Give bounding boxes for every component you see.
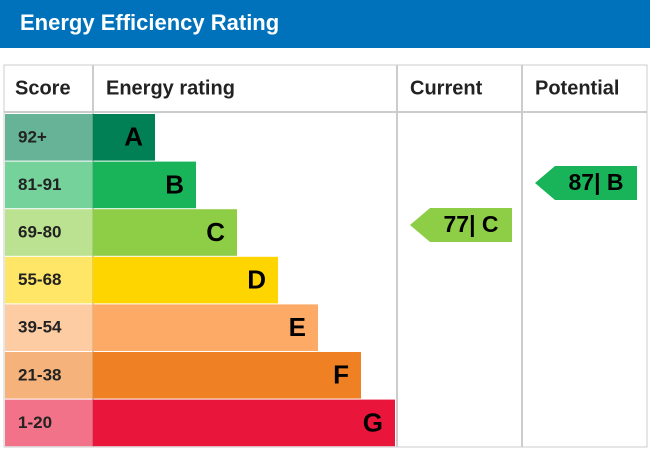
potential-arrow	[535, 166, 637, 200]
score-label: 69-80	[18, 222, 61, 241]
current-arrow	[410, 208, 512, 242]
column-header: Potential	[535, 77, 619, 99]
column-header: Energy rating	[106, 77, 235, 99]
score-cell	[5, 399, 93, 447]
score-label: 21-38	[18, 365, 61, 384]
score-label: 1-20	[18, 413, 52, 432]
rating-letter: B	[165, 169, 184, 199]
title-bar	[0, 0, 650, 48]
rating-bar	[93, 256, 278, 304]
rating-bar	[93, 161, 196, 209]
score-label: 55-68	[18, 270, 61, 289]
current-label: 77| C	[443, 211, 498, 237]
rating-bar	[93, 304, 318, 351]
score-label: 39-54	[18, 318, 62, 337]
score-cell	[5, 256, 93, 304]
table: Score Energy rating Current Potential 92+ A 81…	[4, 65, 647, 447]
rating-letter: F	[333, 360, 349, 390]
rating-bar	[93, 114, 155, 161]
score-cell	[5, 161, 93, 209]
rating-letter: D	[247, 264, 266, 294]
rating-letter: G	[363, 407, 383, 437]
rating-letter: E	[289, 312, 306, 342]
score-label: 81-91	[18, 175, 61, 194]
score-cell	[5, 114, 93, 161]
rating-bar	[93, 399, 395, 447]
score-label: 92+	[18, 127, 47, 146]
potential-label: 87| B	[568, 169, 623, 195]
rating-bar	[93, 209, 237, 256]
rating-bar	[93, 352, 361, 399]
column-header: Score	[15, 77, 71, 99]
rating-letter: A	[124, 122, 143, 152]
title: Energy Efficiency Rating	[20, 10, 279, 35]
rating-letter: C	[206, 217, 225, 247]
score-cell	[5, 209, 93, 256]
column-header: Current	[410, 77, 483, 99]
score-cell	[5, 304, 93, 351]
score-cell	[5, 352, 93, 399]
